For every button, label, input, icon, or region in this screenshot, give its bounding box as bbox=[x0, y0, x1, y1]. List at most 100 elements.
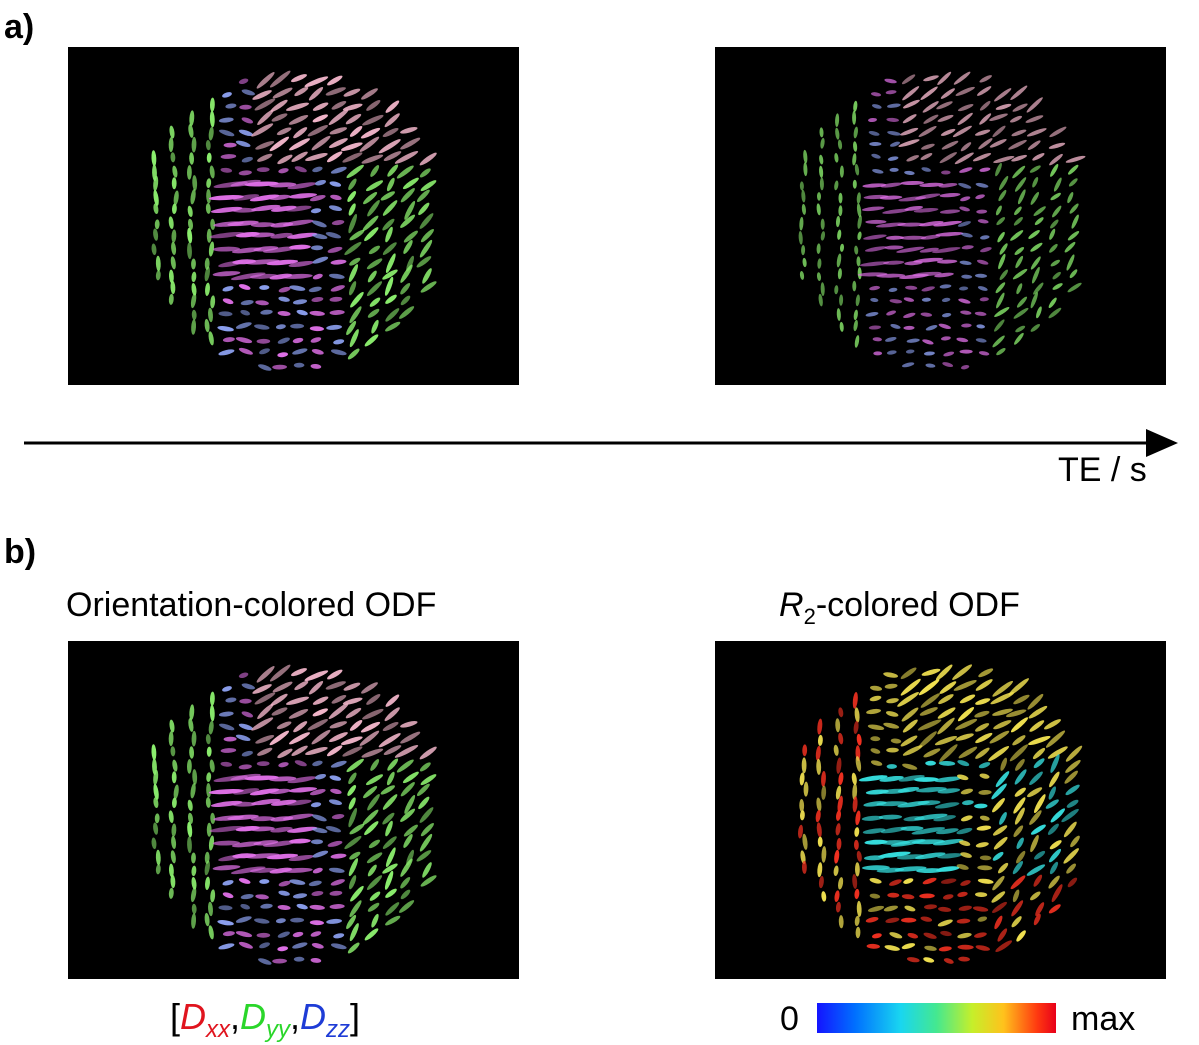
odf-glyph bbox=[238, 170, 252, 176]
odf-glyph bbox=[1027, 140, 1041, 150]
odf-glyph bbox=[402, 771, 419, 784]
odf-glyph bbox=[170, 152, 176, 163]
odf-glyph bbox=[208, 331, 214, 346]
odf-glyph bbox=[1014, 769, 1027, 785]
odf-glyph bbox=[977, 286, 988, 291]
odf-glyph bbox=[1045, 799, 1059, 809]
odf-glyph bbox=[919, 247, 939, 253]
odf-glyph bbox=[259, 879, 270, 884]
odf-glyph bbox=[1066, 254, 1075, 271]
odf-glyph bbox=[256, 932, 271, 938]
odf-glyph bbox=[938, 694, 954, 705]
odf-glyph bbox=[416, 189, 430, 203]
odf-glyph bbox=[937, 788, 961, 794]
odf-glyph bbox=[272, 87, 293, 99]
odf-glyph bbox=[171, 835, 177, 849]
odf-glyph bbox=[1035, 902, 1045, 917]
odf-glyph bbox=[277, 311, 291, 316]
odf-glyph bbox=[170, 256, 176, 270]
odf-glyph bbox=[1013, 217, 1023, 226]
odf-glyph bbox=[210, 812, 216, 824]
odf-glyph bbox=[906, 338, 920, 343]
odf-glyph bbox=[993, 720, 1012, 730]
odf-glyph bbox=[1048, 142, 1066, 149]
odf-glyph bbox=[272, 364, 287, 370]
odf-glyph bbox=[1050, 808, 1066, 823]
odf-glyph bbox=[912, 271, 942, 277]
odf-glyph bbox=[371, 319, 379, 334]
odf-glyph bbox=[857, 215, 862, 229]
orientation-odf-title: Orientation-colored ODF bbox=[66, 586, 437, 624]
odf-glyph bbox=[977, 916, 988, 922]
odf-glyph bbox=[1067, 192, 1074, 204]
odf-glyph bbox=[1048, 875, 1060, 889]
odf-glyph bbox=[920, 86, 938, 100]
odf-glyph bbox=[901, 894, 915, 900]
odf-glyph bbox=[1067, 877, 1078, 888]
odf-glyph bbox=[422, 268, 432, 284]
odf-glyph bbox=[222, 298, 234, 305]
odf-glyph bbox=[995, 282, 1006, 294]
odf-glyph bbox=[902, 86, 920, 101]
odf-glyph bbox=[1000, 757, 1008, 771]
odf-glyph bbox=[957, 932, 972, 939]
odf-glyph bbox=[1050, 219, 1059, 229]
odf-glyph bbox=[817, 734, 823, 746]
odf-glyph bbox=[346, 164, 364, 179]
odf-glyph bbox=[400, 889, 411, 900]
odf-glyph bbox=[870, 736, 881, 742]
odf-glyph bbox=[998, 175, 1009, 191]
odf-glyph bbox=[173, 784, 179, 800]
odf-glyph bbox=[960, 852, 972, 858]
odf-glyph bbox=[1052, 205, 1062, 218]
odf-glyph bbox=[367, 864, 377, 877]
odf-glyph bbox=[362, 708, 384, 720]
odf-glyph bbox=[278, 762, 289, 768]
odf-glyph bbox=[1026, 97, 1043, 113]
odf-glyph bbox=[153, 203, 159, 215]
odf-glyph bbox=[1008, 139, 1027, 150]
odf-glyph bbox=[1016, 837, 1024, 849]
odf-glyph bbox=[852, 179, 857, 189]
odf-glyph bbox=[249, 826, 275, 832]
odf-glyph bbox=[238, 284, 251, 290]
odf-glyph bbox=[290, 917, 305, 923]
odf-glyph bbox=[312, 102, 329, 111]
odf-glyph bbox=[1015, 325, 1026, 333]
odf-glyph bbox=[212, 865, 241, 871]
odf-glyph bbox=[349, 329, 359, 348]
odf-glyph bbox=[325, 232, 342, 239]
odf-glyph bbox=[820, 282, 825, 296]
odf-glyph bbox=[838, 707, 844, 718]
odf-glyph bbox=[836, 838, 842, 850]
odf-glyph bbox=[1013, 797, 1026, 814]
odf-glyph bbox=[256, 761, 270, 767]
odf-glyph bbox=[862, 183, 887, 188]
odf-glyph bbox=[834, 285, 839, 295]
odf-glyph bbox=[187, 821, 193, 838]
odf-glyph bbox=[817, 862, 823, 878]
odf-glyph bbox=[978, 138, 993, 150]
odf-glyph bbox=[917, 719, 942, 731]
odf-glyph bbox=[419, 833, 433, 852]
odf-glyph bbox=[348, 213, 358, 234]
odf-glyph bbox=[975, 732, 993, 744]
odf-glyph bbox=[238, 129, 253, 137]
odf-glyph bbox=[404, 794, 416, 814]
odf-glyph bbox=[168, 269, 174, 284]
odf-glyph bbox=[325, 826, 342, 833]
odf-glyph bbox=[933, 220, 963, 227]
odf-glyph bbox=[938, 946, 952, 952]
odf-glyph bbox=[821, 785, 827, 800]
odf-glyph bbox=[250, 222, 276, 228]
odf-glyph bbox=[294, 760, 307, 767]
odf-glyph bbox=[923, 957, 935, 963]
odf-glyph bbox=[821, 846, 827, 863]
odf-glyph bbox=[816, 758, 822, 775]
odf-glyph bbox=[903, 297, 915, 302]
odf-glyph bbox=[939, 209, 961, 214]
odf-glyph bbox=[1049, 861, 1059, 875]
odf-glyph bbox=[1011, 129, 1027, 137]
odf-glyph bbox=[387, 758, 399, 771]
odf-glyph bbox=[329, 775, 342, 781]
